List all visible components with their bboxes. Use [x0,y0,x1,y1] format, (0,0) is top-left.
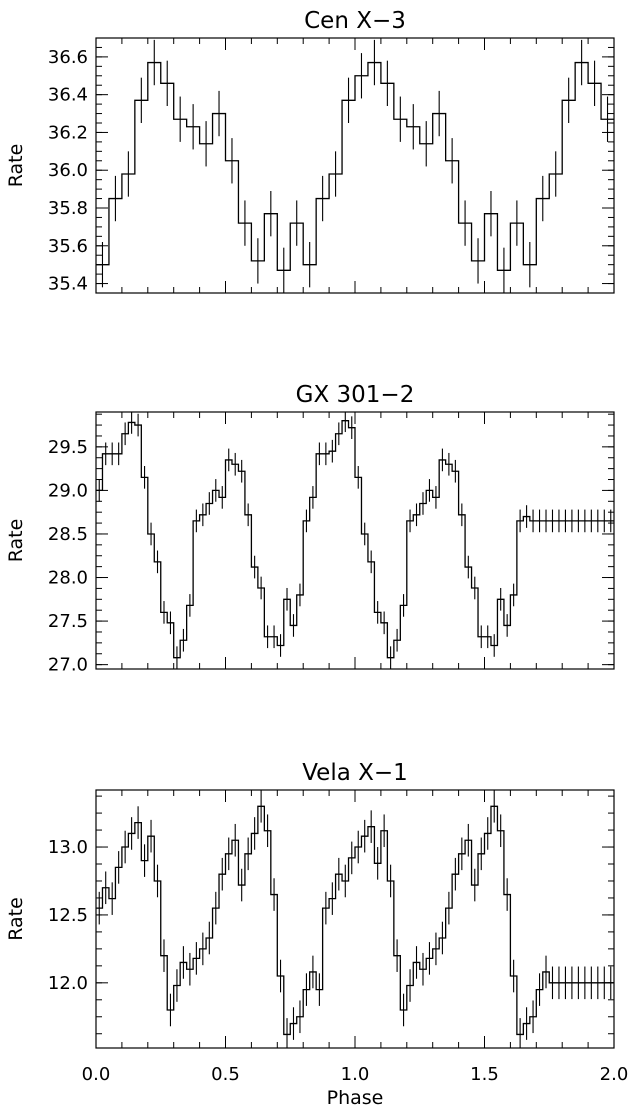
y-tick-label: 13.0 [48,837,88,858]
chart-panel-2: GX 301−2 Rate 27.0 27.5 28.0 28.5 29.0 29.5 [5,382,615,676]
y-tick-label: 36.2 [48,122,88,143]
x-tick-label: 0.5 [211,1064,240,1085]
x-tick-label: 0.0 [82,1064,111,1085]
y-tick-label: 27.0 [48,655,88,676]
y-axis-label: Rate [5,519,27,563]
step-line [96,61,614,271]
chart-title: GX 301−2 [296,382,415,408]
chart-title: Vela X−1 [302,760,408,786]
series-light-curve [96,39,614,293]
x-axis-label: Phase [327,1087,384,1109]
y-tick-label: 28.0 [48,568,88,589]
chart-panel-3: Vela X−1 Rate 0.0 0.5 1.0 1.5 2.0 Phase 12.0 12.5… [5,760,628,1109]
y-tick-label: 36.0 [48,160,88,181]
chart-panel-1: Cen X−3 Rate 35.4 35.6 35.8 36.0 36.2 36.4 36.6 [5,8,615,295]
series-light-curve [96,790,614,1048]
y-tick-label: 35.8 [48,198,88,219]
x-tick-label: 1.0 [341,1064,370,1085]
y-tick-label: 27.5 [48,611,88,632]
y-tick-label: 12.0 [48,973,88,994]
x-tick-label: 1.5 [470,1064,499,1085]
y-axis-label: Rate [5,897,27,941]
x-tick-label: 2.0 [600,1064,629,1085]
y-tick-label: 29.0 [48,480,88,501]
step-line [96,420,614,659]
y-tick-label: 12.5 [48,905,88,926]
y-tick-label: 36.6 [48,47,88,68]
y-tick-label: 28.5 [48,524,88,545]
chart-title: Cen X−3 [304,8,406,34]
y-axis-label: Rate [5,144,27,188]
y-tick-label: 36.4 [48,85,88,106]
series-light-curve [96,412,614,669]
y-tick-label: 35.4 [48,274,88,295]
y-tick-label: 35.6 [48,236,88,257]
step-line [96,805,614,1036]
y-tick-label: 29.5 [48,437,88,458]
